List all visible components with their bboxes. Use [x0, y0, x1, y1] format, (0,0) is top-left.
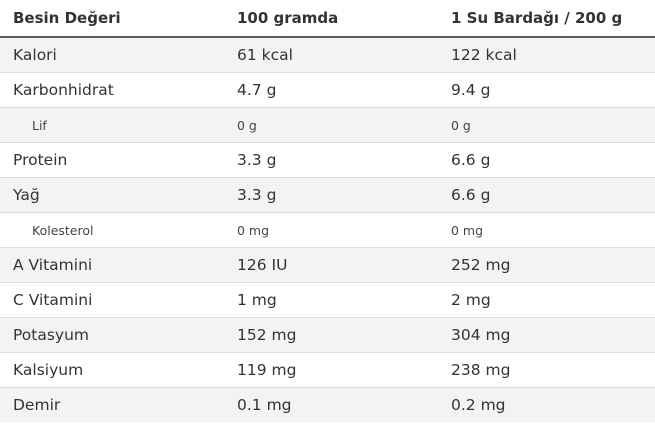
nutrient-name: Potasyum	[0, 317, 224, 353]
nutrient-name: Yağ	[0, 177, 224, 213]
table-row: Demir 0.1 mg 0.2 mg	[0, 387, 655, 422]
value-per-cup: 6.6 g	[438, 142, 655, 178]
header-nutrient: Besin Değeri	[0, 0, 224, 38]
table-row: Karbonhidrat 4.7 g 9.4 g	[0, 72, 655, 108]
nutrient-name: Demir	[0, 387, 224, 422]
table-row: Kalori 61 kcal 122 kcal	[0, 36, 655, 73]
value-per-100g: 0 g	[224, 107, 438, 143]
table-row: A Vitamini 126 IU 252 mg	[0, 247, 655, 283]
value-per-cup: 0 g	[438, 107, 655, 143]
nutrient-name: C Vitamini	[0, 282, 224, 318]
value-per-cup: 122 kcal	[438, 36, 655, 73]
value-per-100g: 61 kcal	[224, 36, 438, 73]
header-per-cup: 1 Su Bardağı / 200 g	[438, 0, 655, 38]
nutrient-name: Kalori	[0, 36, 224, 73]
value-per-100g: 152 mg	[224, 317, 438, 353]
nutrient-name: Lif	[0, 107, 224, 143]
value-per-cup: 238 mg	[438, 352, 655, 388]
nutrient-name: Protein	[0, 142, 224, 178]
table-header-row: Besin Değeri 100 gramda 1 Su Bardağı / 2…	[0, 0, 655, 38]
value-per-100g: 0.1 mg	[224, 387, 438, 422]
table-row: Potasyum 152 mg 304 mg	[0, 317, 655, 353]
value-per-cup: 2 mg	[438, 282, 655, 318]
value-per-cup: 6.6 g	[438, 177, 655, 213]
table-row: Kolesterol 0 mg 0 mg	[0, 212, 655, 248]
value-per-100g: 3.3 g	[224, 177, 438, 213]
nutrient-name: Kalsiyum	[0, 352, 224, 388]
value-per-100g: 0 mg	[224, 212, 438, 248]
value-per-cup: 304 mg	[438, 317, 655, 353]
table-row: Protein 3.3 g 6.6 g	[0, 142, 655, 178]
value-per-cup: 0 mg	[438, 212, 655, 248]
value-per-cup: 0.2 mg	[438, 387, 655, 422]
value-per-100g: 126 IU	[224, 247, 438, 283]
value-per-100g: 1 mg	[224, 282, 438, 318]
value-per-cup: 252 mg	[438, 247, 655, 283]
nutrient-name: Kolesterol	[0, 212, 224, 248]
table-row: Lif 0 g 0 g	[0, 107, 655, 143]
nutrient-name: A Vitamini	[0, 247, 224, 283]
header-per-100g: 100 gramda	[224, 0, 438, 38]
table-row: Kalsiyum 119 mg 238 mg	[0, 352, 655, 388]
value-per-100g: 4.7 g	[224, 72, 438, 108]
nutrient-name: Karbonhidrat	[0, 72, 224, 108]
value-per-100g: 119 mg	[224, 352, 438, 388]
value-per-cup: 9.4 g	[438, 72, 655, 108]
table-row: Yağ 3.3 g 6.6 g	[0, 177, 655, 213]
table-row: C Vitamini 1 mg 2 mg	[0, 282, 655, 318]
value-per-100g: 3.3 g	[224, 142, 438, 178]
